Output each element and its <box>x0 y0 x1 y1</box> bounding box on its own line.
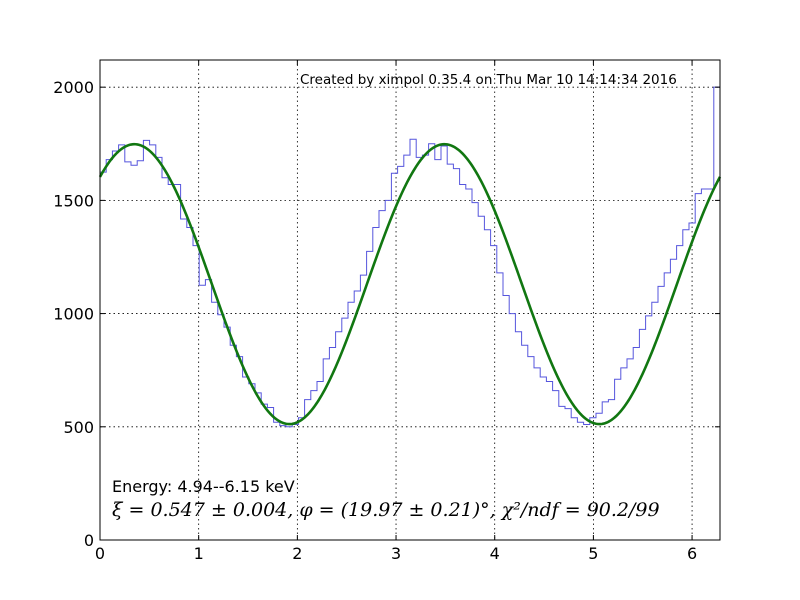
y-tick-label: 1500 <box>53 191 94 210</box>
fit-summary-annotation: ξ = 0.547 ± 0.004, φ = (19.97 ± 0.21)°, … <box>112 499 660 521</box>
x-tick-label: 0 <box>95 544 105 563</box>
fit-curve-series <box>98 142 722 426</box>
x-tick-label: 1 <box>194 544 204 563</box>
y-tick-labels: 0 500 1000 1500 2000 <box>53 78 94 550</box>
x-tick-label: 2 <box>292 544 302 563</box>
grid <box>99 60 720 541</box>
x-tick-label: 5 <box>588 544 598 563</box>
plot-frame <box>99 59 721 541</box>
ticks <box>99 60 720 541</box>
histogram-series <box>100 86 721 540</box>
y-tick-label: 1000 <box>53 305 94 324</box>
histogram-line <box>100 86 721 540</box>
y-tick-label: 500 <box>63 418 94 437</box>
created-annotation: Created by ximpol 0.35.4 on Thu Mar 10 1… <box>300 72 677 88</box>
energy-annotation: Energy: 4.94--6.15 keV <box>112 477 295 496</box>
x-tick-label: 6 <box>687 544 697 563</box>
x-tick-labels: 0 1 2 3 4 5 6 <box>95 544 697 563</box>
y-tick-label: 0 <box>84 531 94 550</box>
x-tick-label: 3 <box>391 544 401 563</box>
fit-curve-line <box>98 142 722 426</box>
y-tick-label: 2000 <box>53 78 94 97</box>
x-tick-label: 4 <box>490 544 500 563</box>
